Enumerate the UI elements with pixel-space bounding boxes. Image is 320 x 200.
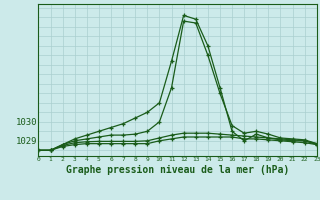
X-axis label: Graphe pression niveau de la mer (hPa): Graphe pression niveau de la mer (hPa) xyxy=(66,165,289,175)
